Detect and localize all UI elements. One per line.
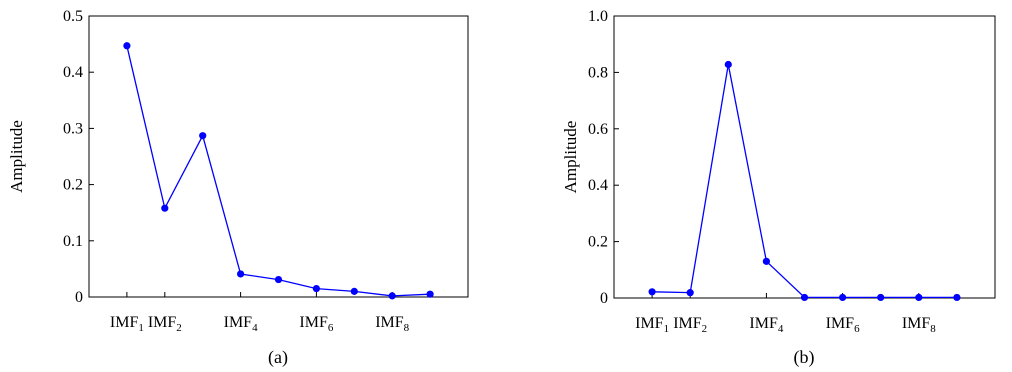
data-point <box>350 287 358 295</box>
data-point <box>161 204 169 212</box>
chart-panel-2: 0 0.2 0.4 0.6 0.8 1.0 IMF1 IMF2 IMF4 IMF6 IMF8 Ampl… <box>561 8 996 368</box>
data-point <box>724 60 732 69</box>
data-point <box>800 293 809 302</box>
data-point <box>123 42 131 50</box>
chart-panel-1: 0 0.1 0.2 0.3 0.4 0.5 IMF1 IMF2 IMF4 IMF6 IMF8 Ampl… <box>7 8 469 368</box>
data-point <box>686 289 694 297</box>
y-tick-label: 0 <box>600 290 608 307</box>
data-point <box>388 292 396 300</box>
plot-frame <box>613 15 996 299</box>
y-tick-label: 0.5 <box>63 8 83 25</box>
y-tick-label: 0.6 <box>588 121 608 138</box>
y-tick-label: 0.4 <box>588 177 608 194</box>
data-point <box>877 293 885 302</box>
series-line <box>652 64 957 299</box>
y-tick-label: 0.2 <box>588 234 608 251</box>
x-tick-label: IMF6 <box>826 315 860 335</box>
panel-caption: (b) <box>794 347 815 368</box>
series-line <box>126 45 431 297</box>
plot-frame <box>88 15 469 298</box>
y-tick-label: 0 <box>75 289 83 306</box>
x-tick-label: IMF2 <box>673 315 707 335</box>
data-point <box>762 257 771 265</box>
data-point <box>199 132 207 140</box>
x-tick-label: IMF4 <box>749 315 783 335</box>
x-tick-label: IMF4 <box>224 314 258 334</box>
data-point <box>839 293 847 302</box>
data-point <box>648 288 656 296</box>
y-tick-label: 0.2 <box>63 177 83 194</box>
data-point <box>915 293 923 302</box>
x-tick-label: IMF8 <box>902 315 936 335</box>
y-tick-label: 0.1 <box>63 233 83 250</box>
x-tick-label: IMF2 <box>148 314 182 334</box>
data-point <box>274 275 283 284</box>
y-tick-label: 0.8 <box>588 64 608 81</box>
x-tick-label: IMF6 <box>299 314 333 334</box>
data-point <box>312 284 320 293</box>
y-axis-label: Amplitude <box>561 121 580 194</box>
y-tick-label: 0.4 <box>63 64 83 81</box>
x-tick-label: IMF1 <box>635 315 669 335</box>
panel-caption: (a) <box>268 347 288 368</box>
y-tick-label: 1.0 <box>588 8 608 25</box>
y-axis-label: Amplitude <box>7 120 26 193</box>
data-point <box>237 270 245 278</box>
y-tick-label: 0.3 <box>63 120 83 137</box>
x-tick-label: IMF1 <box>110 314 144 334</box>
x-tick-label: IMF8 <box>375 314 409 334</box>
data-point <box>953 293 961 302</box>
data-point <box>426 290 434 298</box>
